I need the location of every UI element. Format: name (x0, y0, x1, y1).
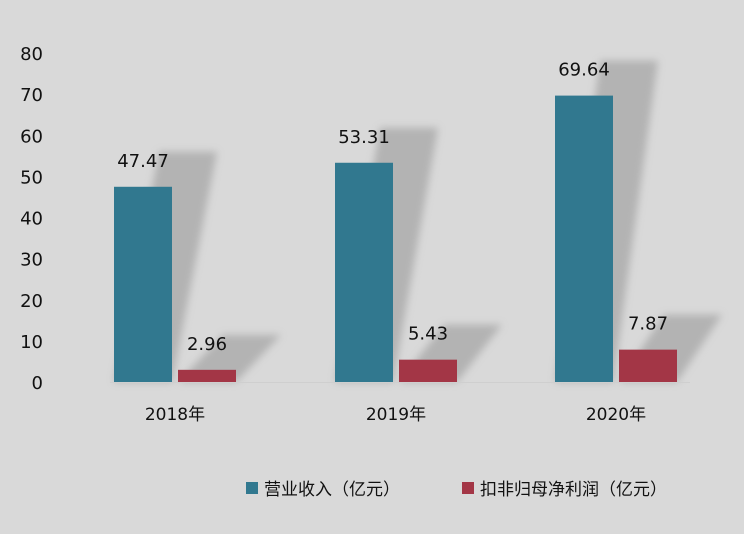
bar-net-profit-2 (619, 349, 677, 382)
y-tick-label: 70 (20, 85, 43, 106)
data-label: 53.31 (338, 127, 390, 148)
y-tick-label: 60 (20, 126, 43, 147)
data-label: 69.64 (558, 60, 610, 81)
x-tick-label: 2020年 (586, 405, 646, 425)
x-axis: 2018年 2019年 2020年 (110, 382, 690, 425)
y-tick-label: 50 (20, 167, 43, 188)
data-labels: 47.47 2.96 53.31 5.43 69.64 7.87 (117, 60, 668, 355)
y-tick-label: 0 (32, 373, 43, 394)
bar-revenue-1 (335, 162, 393, 382)
bar-revenue-0 (114, 186, 172, 382)
legend-swatch (462, 482, 474, 494)
y-tick-label: 80 (20, 44, 43, 65)
legend-swatch (246, 482, 258, 494)
legend-label: 营业收入（亿元） (264, 480, 400, 500)
y-tick-label: 10 (20, 332, 43, 353)
legend: 营业收入（亿元） 扣非归母净利润（亿元） (246, 480, 667, 500)
legend-label: 扣非归母净利润（亿元） (480, 480, 667, 500)
bars (114, 95, 677, 382)
data-label: 2.96 (187, 334, 227, 355)
y-tick-label: 30 (20, 250, 43, 271)
bar-revenue-2 (555, 95, 613, 382)
bar-net-profit-0 (178, 369, 236, 382)
data-label: 47.47 (117, 151, 169, 172)
data-label: 5.43 (408, 324, 448, 345)
bar-net-profit-1 (399, 359, 457, 382)
y-tick-label: 20 (20, 291, 43, 312)
data-label: 7.87 (628, 314, 668, 335)
y-axis: 0 10 20 30 40 50 60 70 80 (20, 44, 43, 394)
x-tick-label: 2018年 (145, 405, 205, 425)
y-tick-label: 40 (20, 209, 43, 230)
x-tick-label: 2019年 (366, 405, 426, 425)
